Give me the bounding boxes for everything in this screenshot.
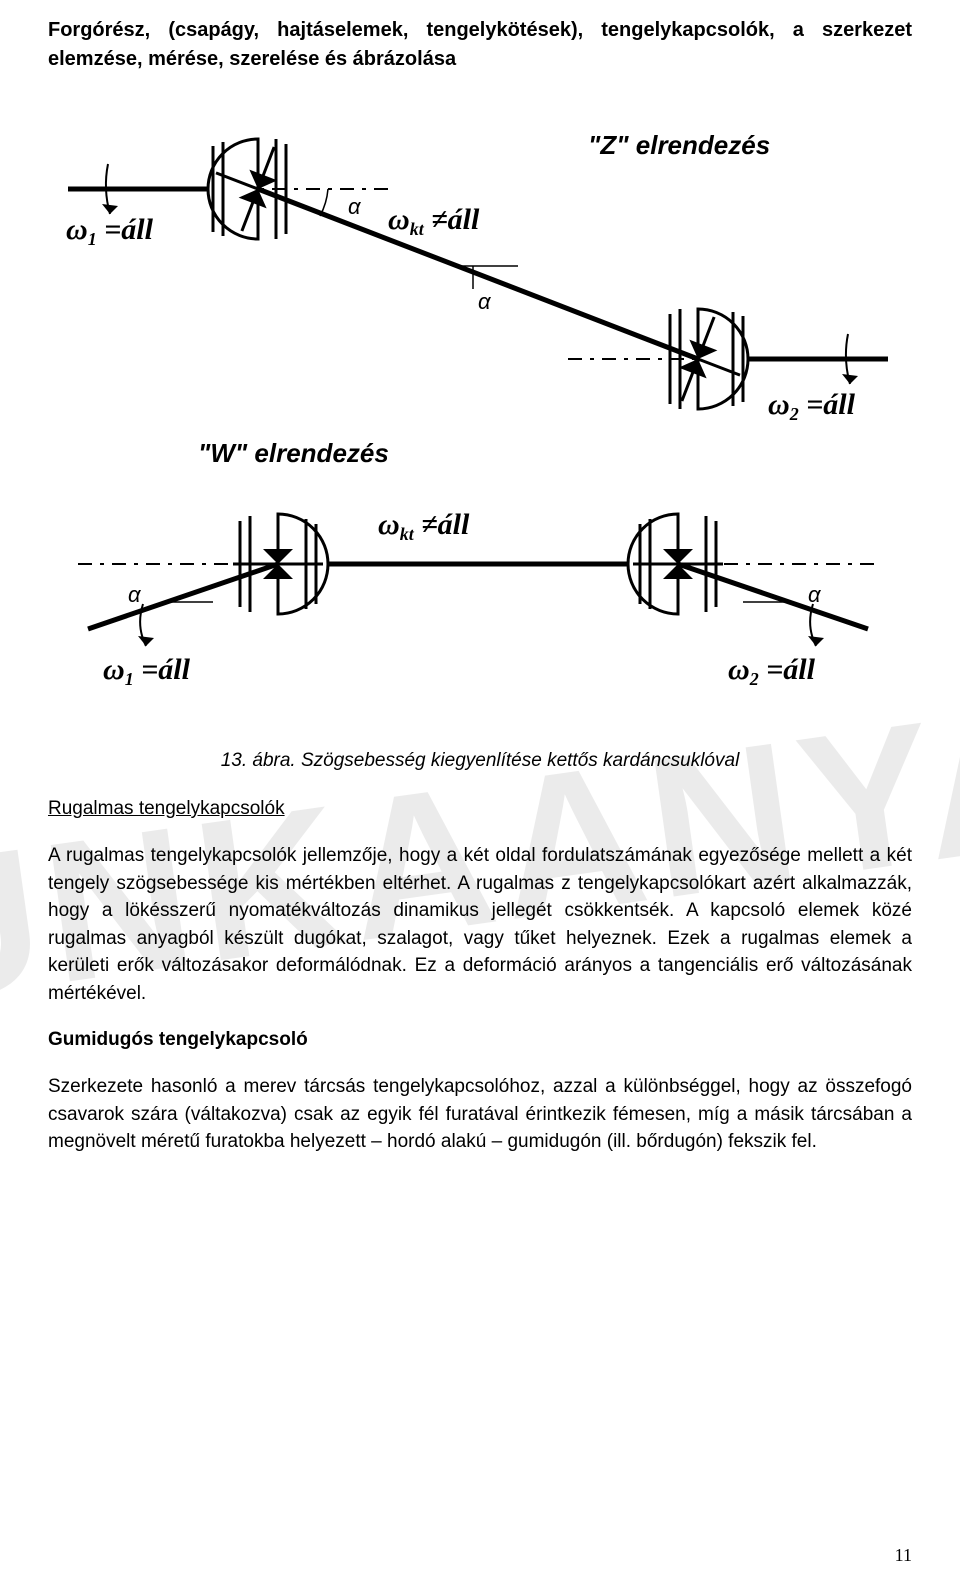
page-title: Forgórész, (csapágy, hajtáselemek, tenge… (48, 16, 912, 74)
cardan-joint-left-w (233, 514, 328, 614)
omega1-z: ω1 =áll (66, 213, 154, 249)
w-arrangement-label: "W" elrendezés (198, 438, 389, 468)
page: MUNKAANYAG Forgórész, (csapágy, hajtásel… (0, 0, 960, 1584)
alpha-w-left: α (128, 582, 142, 607)
omegakt-w: ωkt ≠áll (378, 508, 470, 544)
alpha-label-2: α (478, 289, 492, 314)
cardan-joint-right-z (640, 301, 756, 417)
alpha-w-right: α (808, 582, 822, 607)
omega2-w: ω2 =áll (728, 653, 816, 689)
cardan-joint-right-w (628, 514, 723, 614)
z-arrangement-label: "Z" elrendezés (588, 130, 770, 160)
paragraph-rugalmas: A rugalmas tengelykapcsolók jellemzője, … (48, 842, 912, 1007)
omega1-w: ω1 =áll (103, 653, 191, 689)
paragraph-gumidugos: Szerkezete hasonló a merev tárcsás tenge… (48, 1073, 912, 1156)
page-number: 11 (895, 1545, 912, 1566)
alpha-label: α (348, 194, 362, 219)
cardan-joint-left-z (200, 131, 316, 247)
section-heading-rugalmas: Rugalmas tengelykapcsolók (48, 798, 912, 820)
omegakt-z: ωkt ≠áll (388, 203, 480, 239)
figure-caption: 13. ábra. Szögsebesség kiegyenlítése ket… (48, 750, 912, 772)
figure-cardan: α α (48, 94, 912, 744)
omega2-z: ω2 =áll (768, 388, 856, 424)
subheading-gumidugos: Gumidugós tengelykapcsoló (48, 1029, 912, 1051)
